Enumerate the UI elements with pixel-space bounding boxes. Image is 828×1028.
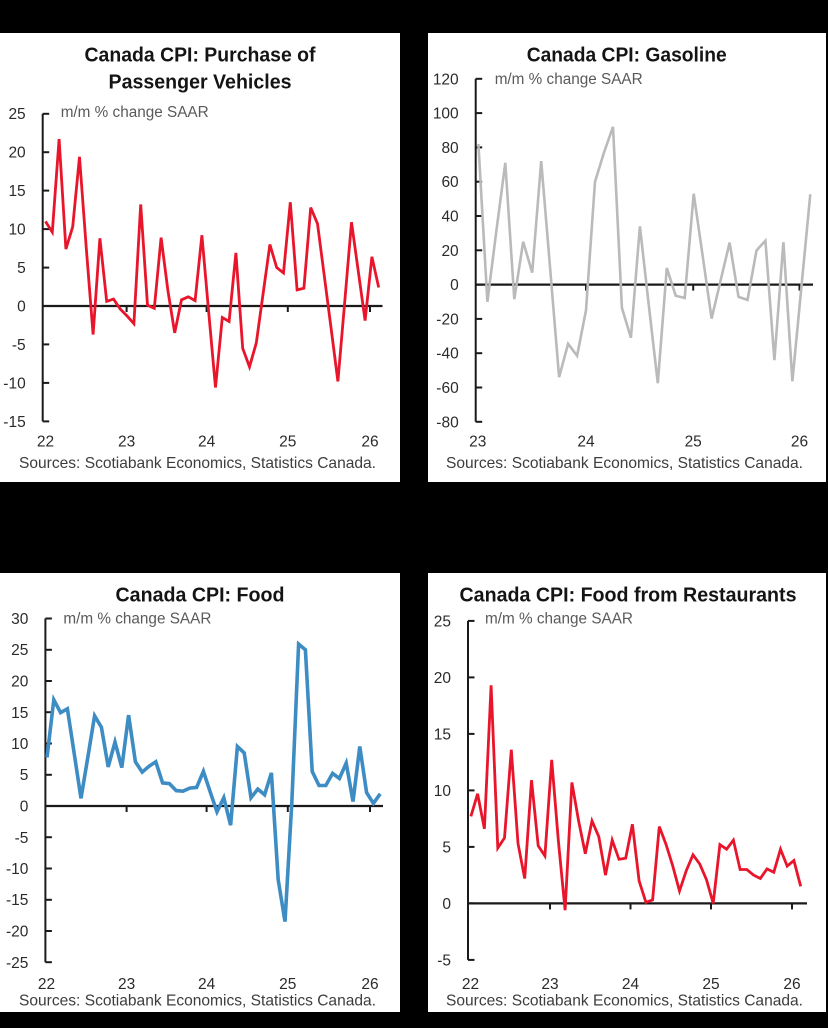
svg-text:60: 60 bbox=[441, 174, 459, 191]
svg-text:Passenger Vehicles: Passenger Vehicles bbox=[109, 71, 292, 93]
svg-text:23: 23 bbox=[118, 976, 135, 993]
svg-text:15: 15 bbox=[8, 183, 25, 200]
svg-text:25: 25 bbox=[702, 976, 719, 993]
svg-text:-5: -5 bbox=[437, 952, 451, 969]
svg-text:26: 26 bbox=[361, 976, 378, 993]
svg-text:24: 24 bbox=[198, 976, 216, 993]
svg-text:24: 24 bbox=[577, 434, 595, 451]
svg-text:0: 0 bbox=[442, 896, 451, 913]
svg-text:22: 22 bbox=[37, 434, 54, 451]
svg-text:26: 26 bbox=[791, 434, 808, 451]
svg-text:25: 25 bbox=[434, 613, 451, 630]
svg-text:m/m % change SAAR: m/m % change SAAR bbox=[63, 611, 211, 628]
svg-text:Canada CPI: Gasoline: Canada CPI: Gasoline bbox=[527, 45, 727, 67]
svg-text:10: 10 bbox=[11, 736, 29, 753]
svg-text:-20: -20 bbox=[436, 311, 459, 328]
svg-text:40: 40 bbox=[441, 209, 459, 226]
svg-text:25: 25 bbox=[279, 434, 296, 451]
svg-text:0: 0 bbox=[17, 299, 26, 316]
svg-text:-5: -5 bbox=[12, 337, 26, 354]
svg-text:30: 30 bbox=[11, 611, 29, 628]
svg-text:25: 25 bbox=[279, 976, 296, 993]
svg-text:25: 25 bbox=[685, 434, 702, 451]
svg-text:5: 5 bbox=[20, 767, 29, 784]
svg-text:5: 5 bbox=[17, 260, 26, 277]
svg-text:100: 100 bbox=[433, 106, 459, 123]
svg-text:22: 22 bbox=[462, 976, 479, 993]
svg-text:5: 5 bbox=[442, 839, 451, 856]
svg-text:22: 22 bbox=[38, 976, 55, 993]
svg-text:24: 24 bbox=[622, 976, 640, 993]
svg-text:-20: -20 bbox=[6, 924, 29, 941]
svg-text:-80: -80 bbox=[436, 414, 459, 431]
svg-text:10: 10 bbox=[434, 783, 452, 800]
svg-text:23: 23 bbox=[541, 976, 558, 993]
svg-text:23: 23 bbox=[118, 434, 135, 451]
svg-text:20: 20 bbox=[8, 145, 26, 162]
svg-text:-15: -15 bbox=[6, 892, 28, 909]
svg-text:26: 26 bbox=[361, 434, 378, 451]
svg-text:Canada CPI: Purchase of: Canada CPI: Purchase of bbox=[85, 45, 316, 67]
svg-text:m/m % change SAAR: m/m % change SAAR bbox=[61, 104, 209, 121]
svg-text:20: 20 bbox=[11, 674, 29, 691]
svg-text:Sources: Scotiabank Economics,: Sources: Scotiabank Economics, Statistic… bbox=[446, 993, 803, 1010]
svg-text:26: 26 bbox=[783, 976, 800, 993]
svg-text:25: 25 bbox=[11, 642, 28, 659]
svg-text:-10: -10 bbox=[6, 861, 29, 878]
svg-text:Sources: Scotiabank Economics,: Sources: Scotiabank Economics, Statistic… bbox=[446, 455, 803, 472]
svg-text:-25: -25 bbox=[6, 955, 28, 972]
svg-text:m/m % change SAAR: m/m % change SAAR bbox=[485, 611, 633, 628]
svg-text:m/m % change SAAR: m/m % change SAAR bbox=[495, 71, 643, 88]
svg-text:-5: -5 bbox=[15, 830, 29, 847]
svg-text:Canada CPI: Food from Restaura: Canada CPI: Food from Restaurants bbox=[460, 585, 797, 607]
svg-text:15: 15 bbox=[11, 705, 28, 722]
svg-text:-60: -60 bbox=[436, 380, 459, 397]
svg-text:80: 80 bbox=[441, 140, 459, 157]
svg-text:Sources: Scotiabank Economics,: Sources: Scotiabank Economics, Statistic… bbox=[19, 993, 376, 1010]
svg-text:20: 20 bbox=[434, 670, 452, 687]
svg-text:23: 23 bbox=[469, 434, 486, 451]
svg-text:Sources: Scotiabank Economics,: Sources: Scotiabank Economics, Statistic… bbox=[19, 455, 376, 472]
svg-text:0: 0 bbox=[20, 799, 29, 816]
svg-text:24: 24 bbox=[198, 434, 216, 451]
svg-text:-15: -15 bbox=[3, 414, 25, 431]
svg-text:15: 15 bbox=[434, 726, 451, 743]
svg-text:-10: -10 bbox=[3, 375, 26, 392]
svg-text:10: 10 bbox=[8, 222, 26, 239]
svg-text:25: 25 bbox=[8, 106, 25, 123]
svg-text:0: 0 bbox=[450, 277, 459, 294]
svg-text:Canada CPI: Food: Canada CPI: Food bbox=[116, 585, 285, 607]
svg-text:120: 120 bbox=[433, 71, 459, 88]
svg-text:20: 20 bbox=[441, 243, 459, 260]
svg-text:-40: -40 bbox=[436, 346, 459, 363]
